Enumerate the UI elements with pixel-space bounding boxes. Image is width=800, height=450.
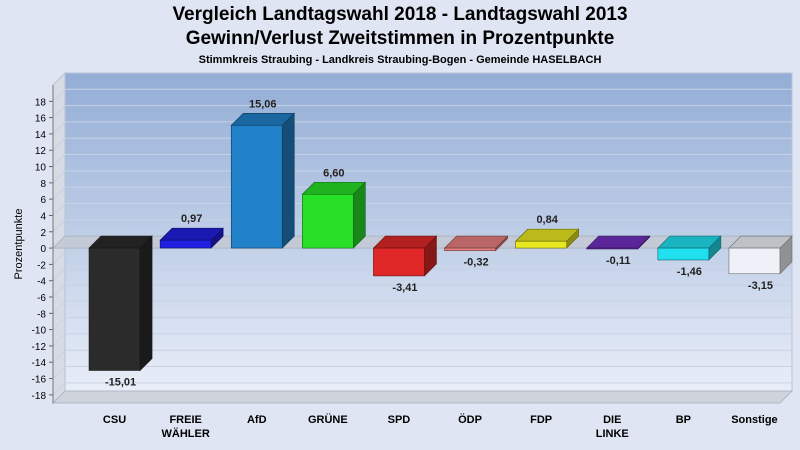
y-tick-label: 6	[40, 195, 46, 206]
data-label: -3,41	[392, 282, 417, 294]
bar	[728, 235, 793, 275]
bar-side	[139, 235, 153, 372]
data-label: -3,15	[748, 280, 773, 292]
bar	[657, 235, 722, 261]
y-axis-label: Prozentpunkte	[13, 209, 25, 280]
data-label: 15,06	[249, 98, 277, 110]
bar-front	[728, 247, 781, 275]
y-tick-label: 12	[35, 146, 47, 157]
bar-front	[515, 240, 567, 249]
y-tick-label: 10	[35, 163, 47, 174]
grid-line-side	[52, 121, 66, 135]
grid-line-side	[52, 300, 66, 314]
bar	[586, 235, 651, 250]
data-label: -15,01	[105, 376, 136, 388]
y-tick-label: -18	[32, 391, 47, 402]
bar-front	[88, 247, 141, 371]
y-tick-label: -2	[37, 260, 46, 271]
x-tick-label: AfD	[247, 414, 267, 426]
y-tick-label: -4	[37, 277, 46, 288]
grid-line-side	[52, 317, 66, 330]
x-tick-label: BP	[676, 414, 691, 426]
bar	[159, 227, 224, 249]
bar	[230, 112, 295, 249]
x-tick-label: LINKE	[596, 428, 629, 440]
grid-line-side	[52, 366, 66, 379]
grid-line-side	[52, 284, 66, 298]
y-tick-label: 8	[40, 179, 46, 190]
grid-line-side	[52, 268, 66, 282]
y-tick-label: 4	[40, 211, 46, 222]
grid-line-side	[52, 105, 66, 118]
grid-line-side	[52, 382, 66, 396]
y-tick-label: -8	[37, 309, 46, 320]
bar-front	[230, 124, 283, 249]
x-tick-label: CSU	[103, 414, 126, 426]
grid-line-side	[52, 333, 66, 347]
bar	[301, 181, 367, 249]
bar	[514, 228, 580, 249]
grid-line-side	[52, 137, 66, 151]
x-tick-label: GRÜNE	[308, 413, 348, 426]
bar-front	[373, 247, 425, 277]
plot-floor	[51, 390, 794, 404]
bar	[372, 235, 438, 277]
x-tick-label: FREIE	[169, 414, 201, 426]
x-tick-label: FDP	[530, 414, 552, 426]
data-label: -0,11	[606, 255, 630, 267]
y-tick-label: 16	[35, 114, 47, 125]
data-label: 6,60	[323, 167, 344, 179]
grid-line-side	[52, 186, 66, 200]
x-tick-label: WÄHLER	[162, 427, 210, 440]
bar	[88, 235, 153, 372]
data-label: -0,32	[464, 257, 489, 269]
bar-front	[159, 239, 212, 249]
bar-side	[281, 112, 295, 249]
y-tick-label: -12	[32, 342, 47, 353]
bar	[443, 235, 509, 252]
bar-front	[586, 247, 639, 250]
chart-subtitle-region: Stimmkreis Straubing - Landkreis Straubi…	[198, 54, 602, 66]
x-tick-label: ÖDP	[458, 413, 482, 426]
data-label: 0,97	[181, 213, 202, 225]
y-tick-label: 14	[35, 130, 47, 141]
y-tick-label: -6	[37, 293, 46, 304]
x-tick-label: DIE	[603, 414, 621, 426]
grid-line-side	[52, 219, 66, 233]
bar-front	[444, 247, 496, 251]
y-tick-label: -16	[32, 375, 47, 386]
grid-line-side	[52, 203, 66, 216]
bar-front	[657, 247, 710, 261]
grid-line-side	[52, 88, 66, 102]
data-label: -1,46	[677, 266, 702, 278]
data-label: 0,84	[536, 214, 558, 226]
y-tick-label: -14	[32, 358, 47, 369]
grid-line-side	[52, 170, 66, 184]
grid-line-side	[52, 154, 66, 167]
y-tick-label: 2	[40, 228, 46, 239]
chart-title: Vergleich Landtagswahl 2018 - Landtagswa…	[172, 4, 628, 25]
x-tick-label: Sonstige	[731, 414, 777, 426]
y-tick-label: -10	[32, 326, 47, 337]
y-tick-label: 18	[35, 97, 47, 108]
grid-line-side	[52, 252, 66, 265]
y-tick-label: 0	[40, 244, 46, 255]
x-tick-label: SPD	[388, 414, 411, 426]
grid-line-side	[52, 349, 66, 363]
bar-front	[302, 193, 354, 249]
chart-subtitle: Gewinn/Verlust Zweitstimmen in Prozentpu…	[185, 28, 615, 49]
